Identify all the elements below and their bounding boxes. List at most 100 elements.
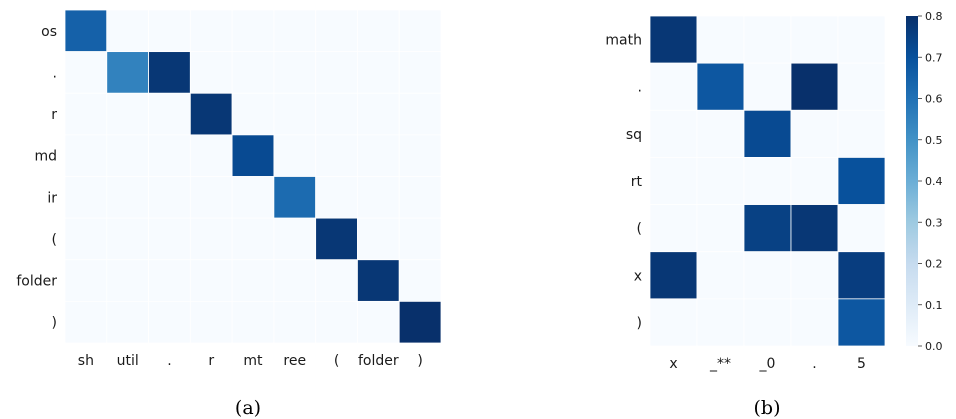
heatmap-b-cell <box>696 204 745 253</box>
heatmap-a-y-tick-label: ( <box>52 232 57 248</box>
heatmap-a-cell <box>315 134 358 177</box>
heatmap-a-cell <box>64 9 108 53</box>
colorbar-tick-label: 0.0 <box>925 340 943 353</box>
heatmap-a-x-tick-label: . <box>167 353 171 369</box>
heatmap-b-cell <box>649 157 698 205</box>
heatmap-b-cell <box>696 298 745 347</box>
heatmap-a-x-tick-label: mt <box>243 353 263 369</box>
heatmap-b-cell <box>837 109 886 158</box>
heatmap-b-cell <box>649 62 698 111</box>
heatmap-a-cell <box>357 300 400 344</box>
heatmap-a-x-tick-label: ) <box>417 353 422 369</box>
caption-b: (b) <box>754 397 781 419</box>
heatmap-a-cell <box>315 176 358 219</box>
heatmap-a-cell <box>398 259 442 302</box>
heatmap-b-cell <box>696 109 745 158</box>
heatmap-a-cell <box>398 51 442 94</box>
heatmap-b: math. sq rt (x) x _** _0. 5 <box>605 15 886 372</box>
heatmap-b-cell <box>696 251 745 300</box>
heatmap-b-cell <box>837 298 886 347</box>
heatmap-a-y-tick-label: r <box>51 107 57 123</box>
heatmap-a-cell <box>231 92 275 136</box>
heatmap-a-cell <box>189 134 233 177</box>
heatmap-a-cell <box>398 134 442 177</box>
heatmap-a-cell <box>315 217 358 261</box>
heatmap-a-cell <box>398 176 442 219</box>
heatmap-a-cell <box>189 51 233 94</box>
heatmap-a-cell <box>231 259 275 302</box>
heatmap-b-x-tick-label: 5 <box>857 356 866 372</box>
colorbar-tick-label: 0.1 <box>925 299 943 312</box>
heatmap-b-cell <box>790 62 839 111</box>
heatmap-a-cell <box>357 259 400 302</box>
heatmap-a-cell <box>148 134 191 177</box>
heatmap-a-cell <box>231 51 275 94</box>
heatmap-a-cell <box>357 9 400 53</box>
heatmap-a-x-tick-label: ( <box>334 353 339 369</box>
heatmap-a-cell <box>231 300 275 344</box>
heatmap-b-y-tick-label: ) <box>637 315 642 331</box>
heatmap-b-cell <box>743 298 792 347</box>
heatmap-a-cell <box>189 300 233 344</box>
heatmap-a-cell <box>398 92 442 136</box>
heatmap-a-cell <box>315 92 358 136</box>
heatmap-b-cell <box>743 204 792 253</box>
heatmap-b-cell <box>743 109 792 158</box>
heatmap-b-x-tick-label: _** <box>709 356 731 372</box>
heatmap-a-cell <box>106 51 149 94</box>
heatmap-b-cell <box>649 109 698 158</box>
heatmap-a-cell <box>398 9 442 53</box>
heatmap-b-cell <box>790 251 839 300</box>
heatmap-b-cell <box>696 15 745 64</box>
heatmap-a-cell <box>148 217 191 261</box>
heatmap-a-cell <box>189 259 233 302</box>
heatmap-b-cell <box>837 62 886 111</box>
heatmap-a-cell <box>106 259 149 302</box>
heatmap-b-y-tick-label: sq <box>626 127 642 143</box>
heatmap-a-cell <box>315 300 358 344</box>
heatmap-b-x-tick-label: _0 <box>759 356 776 372</box>
heatmap-a-cell <box>189 9 233 53</box>
heatmap-a-x-tick-label: sh <box>78 353 94 369</box>
heatmap-a-cell <box>398 300 442 344</box>
colorbar-tick-label: 0.8 <box>925 10 943 23</box>
heatmap-a-x-tick-label: folder <box>358 353 399 369</box>
heatmap-a-cell <box>231 134 275 177</box>
heatmap-a-cell <box>64 51 108 94</box>
heatmap-a-cell <box>106 9 149 53</box>
colorbar-tick-label: 0.5 <box>925 134 943 147</box>
heatmap-a-cell <box>273 9 317 53</box>
heatmap-b-cell <box>743 15 792 64</box>
heatmap-a-cell <box>357 92 400 136</box>
heatmap-a-cell <box>189 92 233 136</box>
heatmap-b-cell <box>837 251 886 300</box>
colorbar-gradient <box>906 16 918 346</box>
heatmap-b-cell <box>837 204 886 253</box>
heatmap-b-y-tick-label: ( <box>637 221 642 237</box>
colorbar-tick-label: 0.2 <box>925 258 943 271</box>
heatmap-a-cell <box>64 259 108 302</box>
caption-a: (a) <box>235 397 261 419</box>
heatmap-b-cell <box>696 157 745 205</box>
heatmap-a-y-tick-label: os <box>41 24 57 40</box>
heatmap-a-cell <box>148 51 191 94</box>
colorbar-tick-label: 0.3 <box>925 216 943 229</box>
heatmap-b-cell <box>649 204 698 253</box>
heatmap-a-cell <box>357 51 400 94</box>
heatmap-a-cell <box>106 300 149 344</box>
heatmap-b-x-tick-label: x <box>669 356 677 372</box>
heatmap-b-cell <box>790 15 839 64</box>
heatmap-a-cell <box>273 134 317 177</box>
heatmap-a-cell <box>315 51 358 94</box>
heatmap-b-x-tick-label: . <box>812 356 816 372</box>
heatmap-b-cell <box>649 298 698 347</box>
heatmap-b-cell <box>696 62 745 111</box>
heatmap-a-cell <box>357 217 400 261</box>
heatmap-a-cell <box>106 92 149 136</box>
heatmap-b-cell <box>649 251 698 300</box>
colorbar-tick-label: 0.6 <box>925 93 943 106</box>
heatmap-a-cell <box>315 259 358 302</box>
heatmap-a-cell <box>148 176 191 219</box>
heatmap-a-cell <box>231 9 275 53</box>
heatmap-a-cell <box>273 176 317 219</box>
